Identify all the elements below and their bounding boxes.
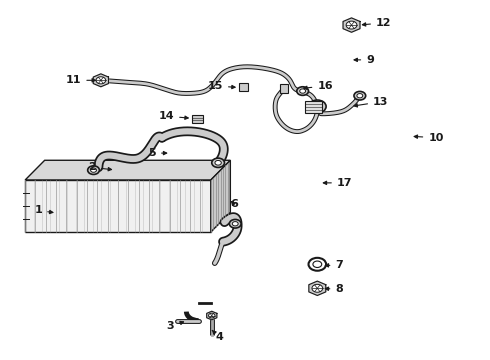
- Text: 7: 7: [325, 260, 343, 270]
- Circle shape: [215, 161, 221, 165]
- Text: 10: 10: [414, 133, 443, 143]
- Polygon shape: [25, 160, 230, 180]
- Circle shape: [96, 77, 106, 84]
- Polygon shape: [207, 311, 217, 320]
- Bar: [239, 83, 248, 91]
- Text: 11: 11: [66, 75, 96, 85]
- Polygon shape: [211, 160, 230, 232]
- Polygon shape: [25, 180, 211, 232]
- Bar: [280, 84, 288, 93]
- Polygon shape: [93, 74, 108, 87]
- Circle shape: [357, 94, 363, 98]
- Text: 2: 2: [88, 162, 112, 172]
- Circle shape: [313, 103, 322, 110]
- Circle shape: [212, 158, 224, 167]
- Circle shape: [309, 100, 326, 113]
- Text: 5: 5: [148, 148, 167, 158]
- Circle shape: [346, 21, 357, 29]
- Text: 9: 9: [354, 55, 374, 65]
- Circle shape: [313, 261, 322, 267]
- Circle shape: [232, 222, 238, 226]
- Text: 14: 14: [159, 111, 188, 121]
- Text: 8: 8: [325, 284, 343, 294]
- Circle shape: [300, 89, 306, 93]
- Bar: [305, 101, 322, 113]
- Text: 3: 3: [167, 321, 184, 331]
- Text: 4: 4: [212, 330, 223, 342]
- Circle shape: [309, 258, 326, 271]
- Polygon shape: [343, 18, 360, 32]
- Text: 15: 15: [208, 81, 235, 91]
- Text: 1: 1: [34, 206, 53, 216]
- Text: 6: 6: [230, 199, 238, 210]
- Circle shape: [88, 166, 99, 175]
- Circle shape: [209, 313, 215, 318]
- Polygon shape: [309, 281, 326, 296]
- Circle shape: [297, 87, 309, 95]
- Text: 16: 16: [304, 81, 333, 91]
- Circle shape: [354, 91, 366, 100]
- Text: 13: 13: [354, 97, 389, 107]
- Circle shape: [91, 168, 97, 172]
- Circle shape: [229, 220, 241, 228]
- Text: 17: 17: [323, 178, 352, 188]
- Circle shape: [312, 284, 323, 292]
- Text: 12: 12: [363, 18, 392, 28]
- Bar: [192, 115, 203, 123]
